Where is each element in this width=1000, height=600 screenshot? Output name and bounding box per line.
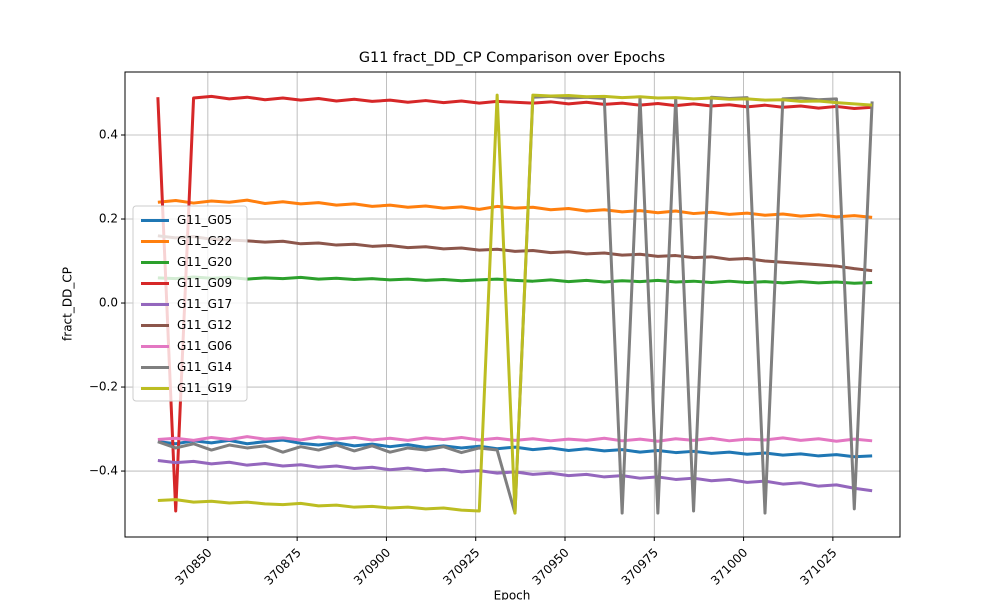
x-tick-label: 371025 (797, 545, 839, 587)
x-tick-label: 370850 (172, 545, 214, 587)
x-tick-label: 370900 (351, 545, 393, 587)
series-line (157, 234, 873, 273)
legend-label: G11_G14 (177, 360, 232, 374)
legend-label: G11_G17 (177, 297, 232, 311)
legend-label: G11_G06 (177, 339, 232, 353)
x-tick-label: 370975 (619, 545, 661, 587)
series-line (157, 275, 873, 285)
series-line (157, 438, 873, 459)
series-line (157, 198, 873, 219)
legend-label: G11_G12 (177, 318, 232, 332)
legend-label: G11_G20 (177, 255, 232, 269)
y-tick-label: 0.2 (99, 212, 118, 226)
y-tick-label: 0.0 (99, 296, 118, 310)
x-axis-label: Epoch (494, 589, 531, 600)
series-line (157, 459, 873, 493)
chart-title: G11 fract_DD_CP Comparison over Epochs (359, 50, 665, 66)
y-tick-label: 0.4 (99, 128, 118, 142)
series-line (157, 435, 873, 443)
x-tick-label: 370950 (529, 545, 571, 587)
legend-label: G11_G22 (177, 234, 232, 248)
plot-frame (124, 71, 901, 538)
legend-label: G11_G09 (177, 276, 232, 290)
legend-label: G11_G19 (177, 381, 232, 395)
series-line (157, 94, 874, 515)
legend-box (132, 205, 248, 402)
x-tick-label: 370875 (262, 545, 304, 587)
y-tick-label: −0.4 (89, 464, 118, 478)
y-axis-label: fract_DD_CP (61, 267, 75, 341)
y-tick-label: −0.2 (89, 380, 118, 394)
x-tick-label: 371000 (708, 545, 750, 587)
x-tick-label: 370925 (440, 545, 482, 587)
series-line (157, 93, 873, 515)
legend: G11_G05 G11_G22 G11_G20 G11_G09 G11_G17 G11_G… (132, 205, 248, 402)
series-line (156, 94, 873, 513)
legend-label: G11_G05 (177, 213, 232, 227)
